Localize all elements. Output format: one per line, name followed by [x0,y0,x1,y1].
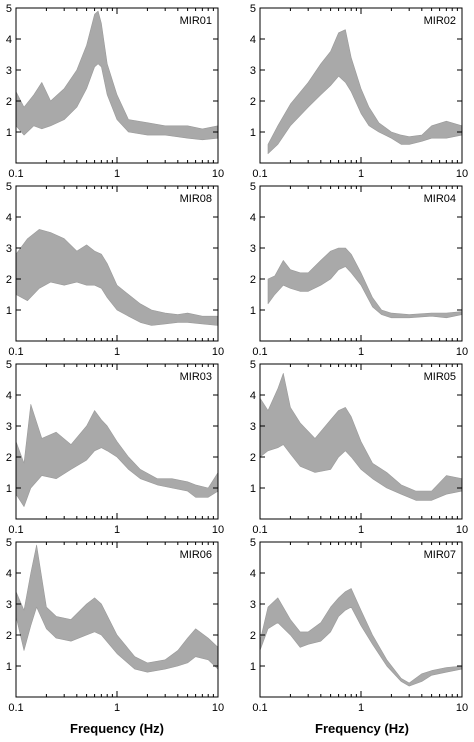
y-tick-label: 2 [250,452,256,464]
panel-label: MIR06 [180,549,212,561]
panel-label: MIR01 [180,15,212,27]
y-tick-label: 1 [250,483,256,495]
x-tick-label: 0.1 [252,168,267,180]
x-tick-label: 10 [456,168,468,180]
panel-mir06: 1 2 3 4 5 0.1 1 10 MIR06 [6,537,224,714]
x-tick-label: 10 [456,702,468,714]
panel-mir04: 1 2 3 4 5 0.1 1 10 MIR04 [250,181,468,358]
x-tick-label: 1 [358,168,364,180]
x-axis-label-right: Frequency (Hz) [315,721,409,736]
y-tick-label: 4 [250,212,256,224]
series-band [267,29,463,154]
panel-label: MIR07 [424,549,456,561]
y-tick-label: 4 [6,390,12,402]
y-tick-label: 1 [6,661,12,673]
y-tick-label: 4 [6,568,12,580]
x-tick-label: 10 [212,702,224,714]
y-tick-label: 5 [250,359,256,371]
x-tick-label: 0.1 [8,524,23,536]
x-tick-label: 10 [212,524,224,536]
y-tick-label: 5 [6,3,12,15]
x-tick-label: 0.1 [8,702,23,714]
plot-frame [259,7,463,164]
y-tick-label: 1 [6,305,12,317]
panel-mir07: 1 2 3 4 5 0.1 1 10 MIR07 [250,537,468,714]
panel-mir03: 1 2 3 4 5 0.1 1 10 MIR03 [6,359,224,536]
y-tick-label: 2 [6,96,12,108]
y-tick-label: 3 [6,599,12,611]
panel-label: MIR02 [424,15,456,27]
panel-label: MIR08 [180,193,212,205]
panel-mir02: 1 2 3 4 5 0.1 1 10 MIR02 [250,3,468,180]
x-tick-label: 1 [358,524,364,536]
x-tick-label: 10 [456,524,468,536]
y-tick-label: 4 [250,390,256,402]
series-band [267,247,463,319]
x-axis-label-left: Frequency (Hz) [70,721,164,736]
y-tick-label: 5 [6,181,12,193]
y-tick-label: 5 [6,537,12,549]
panel-mir05: 1 2 3 4 5 0.1 1 10 MIR05 [250,359,468,536]
x-tick-label: 0.1 [8,346,23,358]
y-tick-label: 3 [250,599,256,611]
y-tick-label: 5 [250,537,256,549]
y-tick-label: 1 [250,661,256,673]
y-tick-label: 3 [6,65,12,77]
y-tick-label: 4 [6,212,12,224]
x-tick-label: 10 [212,168,224,180]
y-tick-label: 3 [6,243,12,255]
y-tick-label: 5 [250,3,256,15]
panel-label: MIR05 [424,371,456,383]
y-tick-label: 4 [250,34,256,46]
series-band [15,229,219,326]
y-tick-label: 5 [250,181,256,193]
y-tick-label: 3 [6,421,12,433]
series-band [259,588,463,687]
y-tick-label: 2 [250,274,256,286]
y-tick-label: 1 [6,127,12,139]
y-tick-label: 3 [250,243,256,255]
panel-label: MIR04 [424,193,456,205]
x-tick-label: 1 [114,524,120,536]
series-band [15,544,219,673]
series-band [15,10,219,141]
y-tick-label: 3 [250,65,256,77]
panel-mir08: 1 2 3 4 5 0.1 1 10 MIR08 [6,181,224,358]
x-tick-label: 1 [114,168,120,180]
panel-mir01: 1 2 3 4 5 0.1 1 10 MIR01 [6,3,224,180]
x-tick-label: 1 [114,346,120,358]
y-tick-label: 1 [250,305,256,317]
plot-frame [259,185,463,342]
y-tick-label: 2 [250,630,256,642]
x-tick-label: 0.1 [252,524,267,536]
x-tick-label: 1 [114,702,120,714]
x-tick-label: 1 [358,702,364,714]
x-tick-label: 0.1 [8,168,23,180]
y-tick-label: 2 [6,452,12,464]
x-tick-label: 0.1 [252,346,267,358]
y-tick-label: 3 [250,421,256,433]
y-tick-label: 2 [250,96,256,108]
y-tick-label: 4 [6,34,12,46]
x-tick-label: 1 [358,346,364,358]
y-tick-label: 5 [6,359,12,371]
x-tick-label: 10 [456,346,468,358]
series-band [259,373,463,501]
x-tick-label: 10 [212,346,224,358]
series-band [15,404,219,507]
y-tick-label: 1 [6,483,12,495]
x-tick-label: 0.1 [252,702,267,714]
y-tick-label: 1 [250,127,256,139]
plot-frame [15,7,219,164]
panel-label: MIR03 [180,371,212,383]
y-tick-label: 4 [250,568,256,580]
y-tick-label: 2 [6,630,12,642]
y-tick-label: 2 [6,274,12,286]
